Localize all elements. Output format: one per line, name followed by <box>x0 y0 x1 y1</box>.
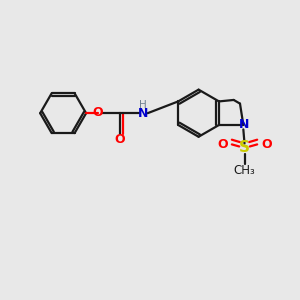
Text: H: H <box>140 100 147 110</box>
Text: O: O <box>93 106 104 119</box>
Text: N: N <box>138 107 148 120</box>
Text: O: O <box>261 138 272 151</box>
Text: CH₃: CH₃ <box>234 164 255 177</box>
Text: O: O <box>114 133 125 146</box>
Text: N: N <box>239 118 250 130</box>
Text: S: S <box>239 140 250 155</box>
Text: O: O <box>217 138 228 151</box>
